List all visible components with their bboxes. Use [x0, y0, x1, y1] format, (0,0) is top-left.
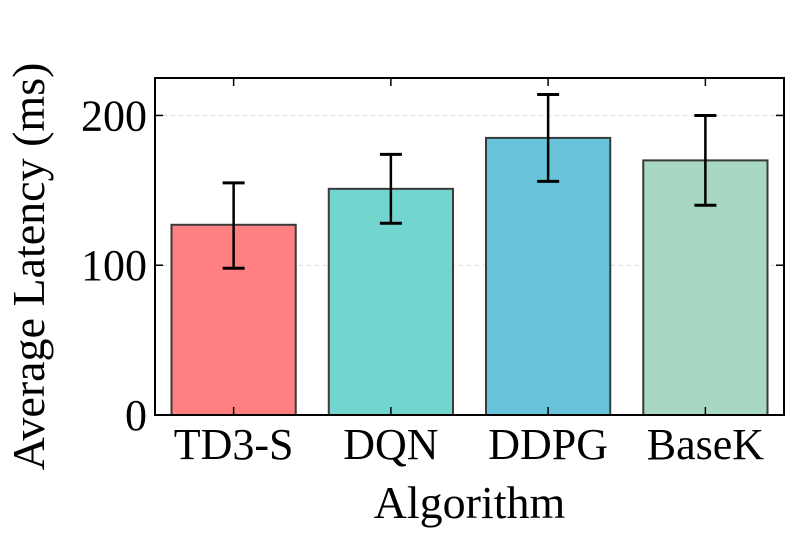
bars	[170, 136, 769, 417]
x-tick-label-dqn: DQN	[343, 420, 438, 469]
error-bar-td3-s	[222, 181, 245, 270]
error-bars	[222, 92, 717, 270]
y-tick-label: 200	[81, 91, 147, 140]
y-axis-title: Average Latency (ms)	[3, 63, 54, 471]
x-tick-label-basek: BaseK	[647, 420, 765, 469]
plot-frame	[154, 77, 785, 416]
y-tick-label: 0	[125, 391, 147, 440]
x-tick-label-td3-s: TD3-S	[174, 420, 294, 469]
axis-ticks	[155, 78, 784, 416]
y-tick-label: 100	[81, 241, 147, 290]
error-bar-dqn	[379, 152, 402, 225]
x-axis-title: Algorithm	[374, 477, 566, 528]
x-tick-label-ddpg: DDPG	[488, 420, 608, 469]
error-bar-ddpg	[537, 92, 560, 183]
error-bar-basek	[694, 113, 717, 207]
tick-labels: 0 100 200 TD3-S DQN DDPG BaseK	[81, 91, 764, 469]
bar-dqn	[327, 187, 454, 416]
